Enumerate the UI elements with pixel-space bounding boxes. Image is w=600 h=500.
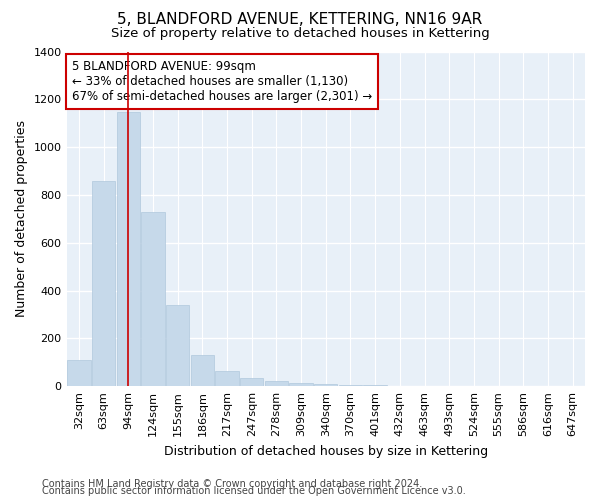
Bar (166, 305, 190, 386)
Bar (92, 180, 115, 386)
Bar (289, 382, 313, 386)
Text: 5, BLANDFORD AVENUE, KETTERING, NN16 9AR: 5, BLANDFORD AVENUE, KETTERING, NN16 9AR (118, 12, 482, 28)
Bar (191, 355, 214, 386)
Bar (240, 378, 263, 386)
Text: 5 BLANDFORD AVENUE: 99sqm
← 33% of detached houses are smaller (1,130)
67% of se: 5 BLANDFORD AVENUE: 99sqm ← 33% of detac… (72, 60, 372, 103)
Text: Size of property relative to detached houses in Kettering: Size of property relative to detached ho… (110, 28, 490, 40)
X-axis label: Distribution of detached houses by size in Kettering: Distribution of detached houses by size … (164, 444, 488, 458)
Y-axis label: Number of detached properties: Number of detached properties (15, 120, 28, 318)
Bar (314, 384, 337, 386)
Bar (67, 360, 91, 386)
Text: Contains public sector information licensed under the Open Government Licence v3: Contains public sector information licen… (42, 486, 466, 496)
Bar (215, 372, 239, 386)
Bar (141, 212, 164, 386)
Bar (265, 382, 288, 386)
Bar (339, 385, 362, 386)
Bar (116, 112, 140, 386)
Text: Contains HM Land Registry data © Crown copyright and database right 2024.: Contains HM Land Registry data © Crown c… (42, 479, 422, 489)
